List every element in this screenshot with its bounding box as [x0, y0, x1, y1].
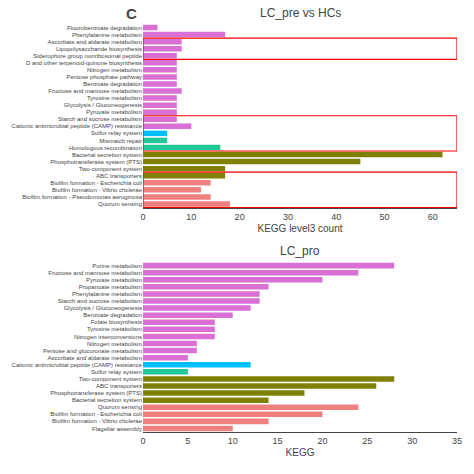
svg-text:Fructose and mannose metabolis: Fructose and mannose metabolism	[48, 88, 142, 94]
svg-text:Benzoate degradation: Benzoate degradation	[83, 312, 142, 318]
svg-text:Bacterial secretion system: Bacterial secretion system	[72, 152, 142, 158]
svg-text:Pentose and glucuronate metabo: Pentose and glucuronate metabolism	[43, 348, 142, 354]
svg-text:Quorum sensing: Quorum sensing	[98, 404, 142, 410]
svg-text:Propanoate metabolism: Propanoate metabolism	[79, 284, 142, 290]
svg-text:Phosphotransferase system (PTS: Phosphotransferase system (PTS)	[50, 159, 142, 165]
svg-text:Pyruvate metabolism: Pyruvate metabolism	[86, 277, 142, 283]
svg-text:Flagellar assembly: Flagellar assembly	[92, 426, 142, 432]
svg-text:Phenylalanine metabolism: Phenylalanine metabolism	[72, 291, 142, 297]
svg-text:Fluorobenzoate degradation: Fluorobenzoate degradation	[67, 25, 142, 31]
svg-text:Pentose phosphate pathway: Pentose phosphate pathway	[66, 74, 142, 80]
svg-text:Homologous recombination: Homologous recombination	[69, 145, 142, 151]
svg-text:Mismatch repair: Mismatch repair	[99, 138, 142, 144]
svg-text:10: 10	[186, 212, 196, 222]
svg-text:LC_pre vs HCs: LC_pre vs HCs	[260, 6, 341, 20]
svg-text:50: 50	[380, 212, 390, 222]
svg-text:Ascorbate and aldarate metabol: Ascorbate and aldarate metabolism	[48, 355, 142, 361]
svg-text:20: 20	[235, 212, 245, 222]
svg-text:Glycolysis / Gluconeogenesis: Glycolysis / Gluconeogenesis	[64, 305, 142, 311]
svg-text:10: 10	[228, 436, 238, 446]
svg-text:Tyrosine metabolism: Tyrosine metabolism	[87, 95, 142, 101]
svg-text:C: C	[126, 5, 137, 22]
svg-text:KEGG level3 count: KEGG level3 count	[257, 223, 342, 234]
svg-text:Nitrogen interconversions: Nitrogen interconversions	[74, 334, 142, 340]
svg-text:Cationic antimicrobial peptide: Cationic antimicrobial peptide (CAMP) re…	[12, 362, 143, 368]
svg-text:Nitrogen metabolism: Nitrogen metabolism	[87, 67, 142, 73]
svg-text:35: 35	[452, 436, 462, 446]
svg-text:30: 30	[283, 212, 293, 222]
svg-text:Purine metabolism: Purine metabolism	[92, 263, 142, 269]
svg-text:D and other terpenoid-quinone: D and other terpenoid-quinone biosynthes…	[26, 60, 142, 66]
svg-text:Folate biosynthesis: Folate biosynthesis	[91, 319, 142, 325]
svg-text:Pyruvate metabolism: Pyruvate metabolism	[86, 109, 142, 115]
svg-text:Two-component system: Two-component system	[79, 166, 142, 172]
svg-text:Quorum sensing: Quorum sensing	[98, 201, 142, 207]
svg-text:Starch and sucrose metabolism: Starch and sucrose metabolism	[58, 116, 142, 122]
svg-text:Biofilm formation - Vibrio cho: Biofilm formation - Vibrio cholerae	[52, 418, 143, 424]
svg-text:Biofilm formation - Escherichi: Biofilm formation - Escherichia coli	[50, 180, 142, 186]
svg-text:LC_pro: LC_pro	[280, 244, 320, 258]
svg-text:Cationic antimicrobial peptide: Cationic antimicrobial peptide (CAMP) re…	[12, 123, 143, 129]
svg-text:KEGG: KEGG	[286, 447, 315, 458]
svg-text:40: 40	[331, 212, 341, 222]
svg-text:25: 25	[362, 436, 372, 446]
svg-text:Tyrosine metabolism: Tyrosine metabolism	[87, 326, 142, 332]
svg-text:ABC transporters: ABC transporters	[96, 173, 142, 179]
svg-text:15: 15	[273, 436, 283, 446]
svg-text:Phenylalanine metabolism: Phenylalanine metabolism	[72, 32, 142, 38]
svg-text:Siderophore group nonribosomal: Siderophore group nonribosomal peptide	[33, 53, 142, 59]
svg-text:0: 0	[140, 212, 145, 222]
svg-text:Biofilm formation - Vibrio cho: Biofilm formation - Vibrio cholerae	[52, 187, 143, 193]
svg-text:Biofilm formation - Pseudomona: Biofilm formation - Pseudomonas aerugino…	[22, 194, 142, 200]
svg-text:Biofilm formation - Escherichi: Biofilm formation - Escherichia coli	[50, 411, 142, 417]
svg-text:Starch and sucrose metabolism: Starch and sucrose metabolism	[58, 298, 142, 304]
svg-text:Sulfur relay system: Sulfur relay system	[91, 369, 142, 375]
svg-text:20: 20	[317, 436, 327, 446]
svg-text:60: 60	[428, 212, 438, 222]
svg-text:Glycolysis / Gluconeogenesis: Glycolysis / Gluconeogenesis	[64, 102, 142, 108]
svg-text:Nitrogen metabolism: Nitrogen metabolism	[87, 341, 142, 347]
svg-text:Ascorbate and aldarate metabol: Ascorbate and aldarate metabolism	[48, 39, 142, 45]
svg-text:Phosphotransferase system (PTS: Phosphotransferase system (PTS)	[50, 390, 142, 396]
svg-text:Benzoate degradation: Benzoate degradation	[83, 81, 142, 87]
svg-text:0: 0	[140, 436, 145, 446]
svg-text:Fructose and mannose metabolis: Fructose and mannose metabolism	[48, 270, 142, 276]
svg-text:Two-component system: Two-component system	[79, 376, 142, 382]
svg-text:ABC transporters: ABC transporters	[96, 383, 142, 389]
svg-text:Lipopolysaccharide biosynthesi: Lipopolysaccharide biosynthesis	[56, 46, 142, 52]
svg-text:Sulfur relay system: Sulfur relay system	[91, 130, 142, 136]
svg-text:Bacterial secretion system: Bacterial secretion system	[72, 397, 142, 403]
svg-text:5: 5	[185, 436, 190, 446]
svg-text:30: 30	[407, 436, 417, 446]
